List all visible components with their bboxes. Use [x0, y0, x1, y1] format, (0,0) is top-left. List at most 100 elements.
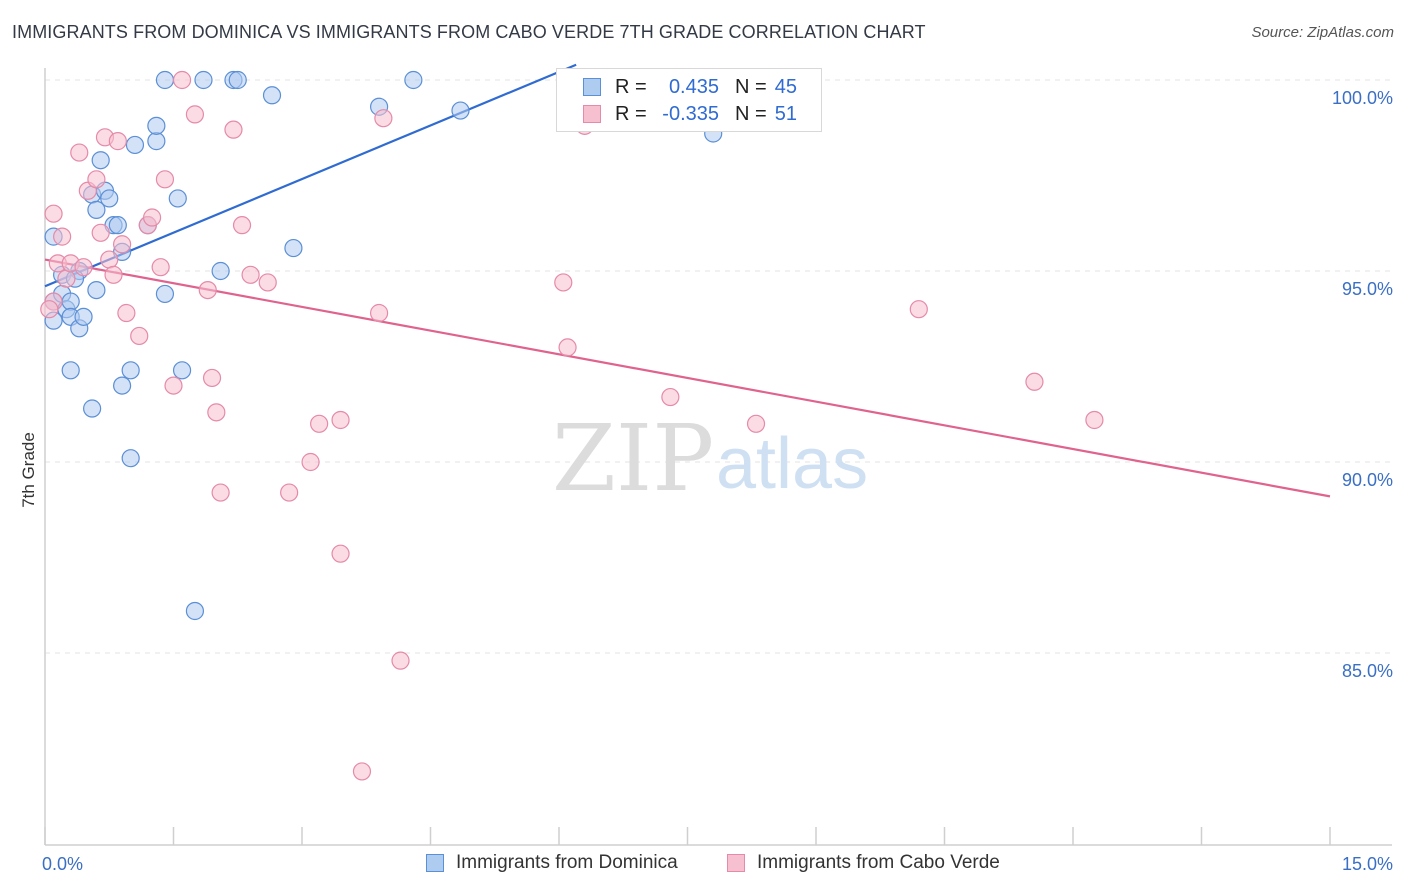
data-point-caboverde [370, 303, 389, 323]
data-point-caboverde [130, 326, 149, 346]
points-layer [40, 70, 1104, 781]
trend-line-caboverde [44, 258, 1331, 498]
data-point-caboverde [142, 208, 162, 227]
chart-source: Source: ZipAtlas.com [1251, 24, 1394, 41]
data-point-caboverde [112, 235, 132, 254]
legend-row-dominica: R = 0.435 N = 45 [557, 75, 821, 101]
legend-n-value: 51 [774, 103, 797, 125]
data-point-dominica [121, 449, 140, 468]
data-point-caboverde [74, 258, 93, 277]
data-point-caboverde [224, 120, 243, 139]
trend-layer [44, 63, 1331, 498]
data-point-caboverde [352, 762, 372, 781]
data-point-dominica [61, 361, 80, 380]
legend-r-label: R = [615, 76, 647, 98]
series-label-dominica: Immigrants from Dominica [456, 852, 678, 873]
data-point-caboverde [1085, 410, 1104, 430]
y-tick-label: 85.0% [1342, 661, 1393, 681]
data-point-dominica [87, 200, 106, 219]
watermark: ZIP atlas [552, 405, 868, 512]
data-point-dominica [147, 116, 166, 135]
data-point-dominica [284, 238, 303, 258]
data-point-dominica [112, 376, 132, 395]
data-point-dominica [194, 70, 213, 90]
data-point-dominica [404, 70, 423, 90]
data-point-caboverde [44, 204, 63, 223]
data-point-caboverde [70, 143, 89, 162]
data-point-dominica [83, 399, 102, 418]
x-tick-label: 15.0% [1342, 854, 1393, 874]
y-axis-title: 7th Grade [19, 432, 38, 508]
legend-swatch-dominica [583, 78, 601, 96]
y-tick-label: 90.0% [1342, 470, 1393, 490]
data-point-caboverde [40, 300, 59, 319]
data-point-dominica [262, 86, 282, 105]
data-point-caboverde [391, 651, 410, 670]
data-point-caboverde [108, 132, 127, 151]
data-point-dominica [61, 292, 80, 311]
data-point-caboverde [554, 273, 573, 292]
data-point-caboverde [104, 265, 123, 284]
data-point-caboverde [87, 170, 106, 189]
legend-r-label: R = [615, 103, 647, 125]
data-point-caboverde [100, 250, 119, 269]
legend-n-label: N = [735, 103, 767, 125]
data-point-caboverde [558, 338, 577, 357]
data-point-caboverde [172, 70, 192, 90]
legend-n-label: N = [735, 76, 767, 98]
data-point-caboverde [909, 300, 928, 319]
data-point-caboverde [202, 368, 222, 388]
x-tick-label: 0.0% [42, 854, 83, 874]
data-point-dominica [155, 70, 175, 90]
data-point-caboverde [198, 281, 217, 300]
legend-n-value: 45 [774, 76, 797, 98]
data-point-caboverde [301, 452, 320, 472]
watermark-zip: ZIP [552, 405, 714, 512]
data-point-caboverde [207, 403, 226, 422]
grid-layer [45, 79, 1390, 654]
correlation-legend: R = 0.435 N = 45 R = -0.335 N = 51 [556, 68, 822, 132]
data-point-caboverde [310, 414, 329, 433]
y-tick-label: 95.0% [1342, 279, 1393, 299]
data-point-caboverde [280, 483, 299, 502]
data-point-caboverde [53, 227, 72, 246]
data-point-caboverde [117, 303, 136, 323]
series-label-caboverde: Immigrants from Cabo Verde [757, 852, 1000, 873]
data-point-caboverde [331, 544, 350, 563]
data-point-dominica [147, 132, 166, 151]
chart-title: IMMIGRANTS FROM DOMINICA VS IMMIGRANTS F… [12, 22, 926, 42]
watermark-atlas: atlas [716, 424, 868, 504]
data-point-dominica [74, 307, 93, 326]
data-point-caboverde [57, 269, 76, 288]
legend-r-value: -0.335 [662, 103, 719, 125]
data-point-caboverde [241, 265, 260, 284]
data-point-caboverde [211, 483, 230, 502]
data-point-dominica [100, 189, 119, 208]
axis-layer [44, 68, 1392, 846]
data-point-dominica [451, 101, 470, 120]
data-point-dominica [121, 361, 140, 380]
data-point-dominica [228, 70, 247, 90]
y-tick-label: 100.0% [1332, 88, 1393, 108]
data-point-caboverde [374, 109, 393, 128]
data-point-caboverde [331, 410, 350, 430]
label-layer: 100.0% 95.0% 90.0% 85.0% 0.0% 15.0% [42, 88, 1393, 874]
data-point-caboverde [661, 387, 680, 407]
data-point-caboverde [151, 258, 170, 277]
data-point-caboverde [91, 223, 110, 242]
data-point-caboverde [746, 414, 766, 433]
data-point-dominica [172, 361, 192, 380]
legend-row-caboverde: R = -0.335 N = 51 [557, 102, 821, 128]
series-caboverde [40, 70, 1104, 781]
series-swatch-dominica [426, 854, 444, 872]
data-point-dominica [211, 261, 230, 281]
data-point-dominica [168, 189, 187, 208]
data-point-caboverde [155, 170, 175, 189]
data-point-dominica [185, 601, 205, 621]
data-point-dominica [155, 284, 175, 304]
series-dominica [44, 70, 723, 621]
data-point-dominica [91, 151, 110, 170]
series-legend: Immigrants from Dominica Immigrants from… [0, 852, 1406, 876]
data-point-dominica [108, 216, 127, 235]
data-point-dominica [125, 135, 145, 155]
